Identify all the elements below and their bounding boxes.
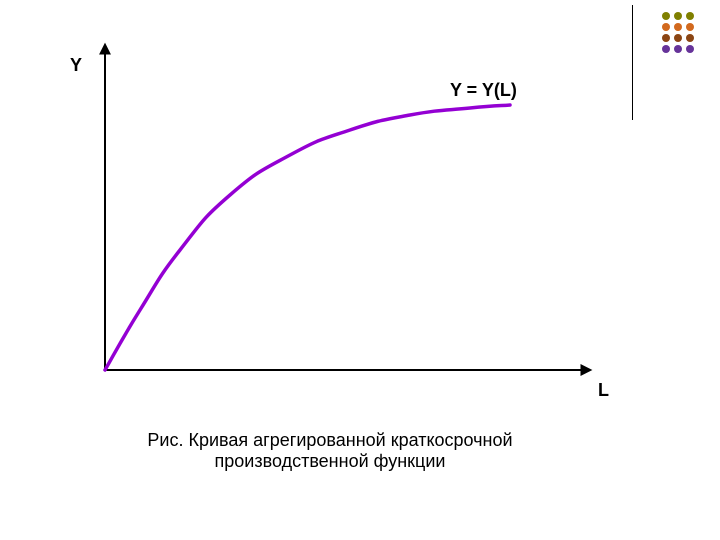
caption-line1: Рис. Кривая агрегированной краткосрочной bbox=[147, 430, 512, 450]
y-axis-label: Y bbox=[70, 55, 82, 76]
curve-label: Y = Y(L) bbox=[450, 80, 517, 101]
caption-line2: производственной функции bbox=[215, 451, 446, 471]
decorative-dots bbox=[660, 10, 720, 70]
x-axis-label: L bbox=[598, 380, 609, 401]
decorative-line bbox=[632, 5, 633, 120]
chart-caption: Рис. Кривая агрегированной краткосрочной… bbox=[100, 430, 560, 472]
